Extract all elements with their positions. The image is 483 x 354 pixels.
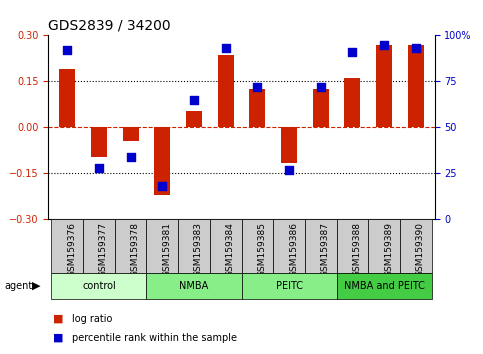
Bar bbox=[218, 55, 234, 127]
Text: GSM159385: GSM159385 bbox=[257, 222, 266, 277]
Bar bbox=[146, 273, 242, 299]
Point bbox=[254, 84, 261, 90]
Text: ▶: ▶ bbox=[32, 281, 41, 291]
Bar bbox=[52, 273, 146, 299]
Bar bbox=[249, 89, 265, 127]
Bar bbox=[281, 127, 297, 163]
Bar bbox=[313, 89, 328, 127]
Text: GSM159384: GSM159384 bbox=[226, 222, 235, 277]
Point bbox=[222, 45, 229, 51]
Text: agent: agent bbox=[5, 281, 33, 291]
Text: NMBA and PEITC: NMBA and PEITC bbox=[343, 281, 425, 291]
Bar bbox=[59, 69, 75, 127]
Point bbox=[285, 167, 293, 173]
Text: GSM159390: GSM159390 bbox=[416, 222, 425, 277]
Point bbox=[380, 42, 388, 47]
Text: GSM159383: GSM159383 bbox=[194, 222, 203, 277]
Bar bbox=[123, 127, 139, 141]
Point bbox=[349, 49, 356, 55]
Bar bbox=[376, 45, 392, 127]
Text: GSM159388: GSM159388 bbox=[353, 222, 361, 277]
Point bbox=[412, 45, 420, 51]
Text: percentile rank within the sample: percentile rank within the sample bbox=[72, 333, 238, 343]
Point bbox=[317, 84, 325, 90]
Bar bbox=[337, 219, 368, 273]
Text: GDS2839 / 34200: GDS2839 / 34200 bbox=[48, 18, 171, 33]
Text: log ratio: log ratio bbox=[72, 314, 113, 324]
Bar bbox=[337, 273, 431, 299]
Point bbox=[63, 47, 71, 53]
Bar bbox=[115, 219, 146, 273]
Bar bbox=[305, 219, 337, 273]
Text: ■: ■ bbox=[53, 333, 64, 343]
Text: GSM159376: GSM159376 bbox=[67, 222, 76, 277]
Bar bbox=[273, 219, 305, 273]
Bar bbox=[400, 219, 431, 273]
Text: ■: ■ bbox=[53, 314, 64, 324]
Text: GSM159378: GSM159378 bbox=[130, 222, 140, 277]
Text: GSM159381: GSM159381 bbox=[162, 222, 171, 277]
Bar bbox=[178, 219, 210, 273]
Bar bbox=[52, 219, 83, 273]
Text: GSM159389: GSM159389 bbox=[384, 222, 393, 277]
Point bbox=[95, 165, 103, 171]
Bar bbox=[344, 78, 360, 127]
Point bbox=[158, 183, 166, 189]
Text: GSM159387: GSM159387 bbox=[321, 222, 330, 277]
Text: control: control bbox=[82, 281, 116, 291]
Point bbox=[127, 154, 134, 160]
Point bbox=[190, 97, 198, 103]
Bar bbox=[155, 127, 170, 195]
Bar bbox=[186, 110, 202, 127]
Bar bbox=[242, 273, 337, 299]
Bar bbox=[408, 45, 424, 127]
Bar bbox=[83, 219, 115, 273]
Text: GSM159377: GSM159377 bbox=[99, 222, 108, 277]
Bar bbox=[368, 219, 400, 273]
Bar bbox=[91, 127, 107, 156]
Bar bbox=[146, 219, 178, 273]
Text: NMBA: NMBA bbox=[179, 281, 209, 291]
Text: GSM159386: GSM159386 bbox=[289, 222, 298, 277]
Bar bbox=[210, 219, 242, 273]
Text: PEITC: PEITC bbox=[275, 281, 302, 291]
Bar bbox=[242, 219, 273, 273]
